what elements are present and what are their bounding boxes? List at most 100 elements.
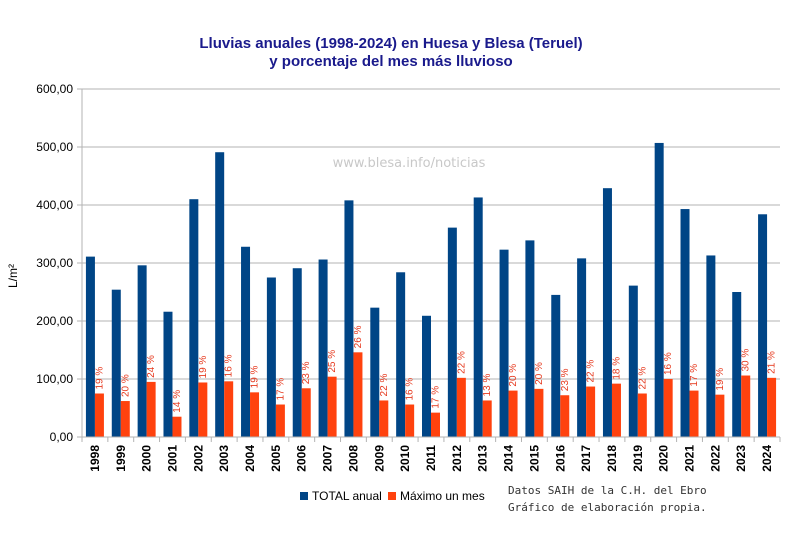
legend-swatch-total (300, 492, 308, 500)
bar-max-2018 (611, 383, 621, 437)
x-tick-label-2022: 2022 (708, 445, 722, 472)
bar-max-2006 (301, 388, 311, 437)
bar-total-2008 (344, 200, 354, 437)
bar-max-2010 (405, 404, 415, 437)
bar-total-2009 (370, 307, 380, 437)
y-tick-label: 200,00 (36, 314, 73, 328)
x-tick-label-2007: 2007 (321, 445, 335, 472)
y-tick-label: 100,00 (36, 372, 73, 386)
x-tick-label-2009: 2009 (372, 445, 386, 472)
y-tick-label: 0,00 (50, 430, 74, 444)
data-label-2004: 19 % (250, 365, 261, 388)
bar-max-2022 (715, 394, 725, 437)
data-label-2003: 16 % (224, 354, 235, 377)
x-tick-label-2003: 2003 (217, 445, 231, 472)
data-label-2007: 25 % (327, 350, 338, 373)
data-label-2006: 23 % (301, 361, 312, 384)
chart-title: Lluvias anuales (1998-2024) en Huesa y B… (199, 35, 582, 52)
bar-total-1998 (85, 256, 95, 437)
y-tick-labels: 0,00 100,00 200,00 300,00 400,00 500,00 600,00 (36, 82, 73, 444)
x-tick-label-2020: 2020 (657, 445, 671, 472)
legend-label-max: Máximo un mes (400, 489, 485, 503)
bar-max-2005 (275, 404, 285, 437)
x-tick-label-2001: 2001 (165, 445, 179, 472)
bar-total-2014 (499, 249, 509, 437)
bar-max-2017 (586, 386, 596, 437)
data-label-2024: 21 % (767, 351, 778, 374)
bar-total-2006 (292, 268, 302, 437)
bar-total-2024 (758, 214, 768, 437)
x-tick-label-2015: 2015 (527, 445, 541, 472)
x-tick-label-1999: 1999 (114, 445, 128, 472)
y-tick-label: 600,00 (36, 82, 73, 96)
data-label-2017: 22 % (586, 360, 597, 383)
data-label-2019: 22 % (637, 367, 648, 390)
x-tick-label-2013: 2013 (476, 445, 490, 472)
legend: TOTAL anual Máximo un mes (300, 489, 485, 503)
bar-total-2019 (628, 285, 638, 437)
bar-max-2008 (353, 352, 363, 437)
bar-max-2013 (482, 400, 492, 437)
data-label-2014: 20 % (508, 364, 519, 387)
bar-max-2020 (663, 379, 673, 437)
bar-max-2015 (534, 388, 544, 437)
data-label-2021: 17 % (689, 364, 700, 387)
x-tick-label-2006: 2006 (295, 445, 309, 472)
bar-max-2003 (224, 381, 234, 437)
y-tick-label: 300,00 (36, 256, 73, 270)
data-label-2013: 13 % (482, 374, 493, 397)
x-tick-label-2024: 2024 (760, 445, 774, 472)
bar-total-2022 (706, 255, 716, 437)
bar-max-1999 (120, 401, 130, 437)
bar-total-2012 (447, 227, 457, 437)
x-tick-label-2018: 2018 (605, 445, 619, 472)
bar-max-2004 (250, 392, 260, 437)
bar-max-2019 (637, 393, 647, 437)
data-label-2000: 24 % (146, 355, 157, 378)
legend-swatch-max (388, 492, 396, 500)
bar-max-2023 (741, 375, 751, 437)
x-tick-label-2017: 2017 (579, 445, 593, 472)
bar-max-2014 (508, 390, 518, 437)
bar-total-2020 (654, 142, 664, 437)
bar-total-2023 (732, 292, 742, 437)
data-label-2008: 26 % (353, 325, 364, 348)
x-tick-label-2008: 2008 (346, 445, 360, 472)
bar-max-2007 (327, 376, 337, 437)
bar-max-2011 (431, 412, 440, 437)
bar-max-2012 (456, 377, 466, 437)
bar-max-2016 (560, 395, 570, 437)
x-tick-label-2000: 2000 (140, 445, 154, 472)
x-tick-label-2016: 2016 (553, 445, 567, 472)
x-tick-label-2004: 2004 (243, 445, 257, 472)
x-tick-label-2014: 2014 (502, 445, 516, 472)
bar-total-2011 (422, 315, 431, 437)
bar-total-1999 (111, 289, 121, 437)
data-label-2002: 19 % (198, 356, 209, 379)
bar-max-2021 (689, 390, 699, 437)
bar-total-2000 (137, 265, 147, 437)
data-labels: 19 % 20 % 24 % 14 % 19 % 16 % 19 % 17 % 23 % 25 %… (94, 325, 777, 412)
bar-max-2001 (172, 416, 182, 437)
bar-max-2000 (146, 381, 156, 437)
data-label-2011: 17 % (431, 386, 442, 409)
data-label-2018: 18 % (611, 357, 622, 380)
data-label-2012: 22 % (456, 351, 467, 374)
bar-total-2013 (473, 197, 483, 437)
source-note-line2: Gráfico de elaboración propia. (508, 501, 707, 514)
bar-total-2015 (525, 240, 535, 437)
y-tick-label: 400,00 (36, 198, 73, 212)
data-label-1999: 20 % (120, 374, 131, 397)
legend-label-total: TOTAL anual (312, 489, 382, 503)
bar-max-2009 (379, 400, 389, 437)
bar-total-2004 (241, 246, 251, 437)
bar-total-2007 (318, 259, 328, 437)
data-label-2001: 14 % (172, 390, 183, 413)
x-tick-label-1998: 1998 (88, 445, 102, 472)
x-tick-label-2023: 2023 (734, 445, 748, 472)
bar-total-2003 (215, 152, 225, 437)
data-label-2015: 20 % (534, 362, 545, 385)
y-axis-label: L/m² (6, 264, 20, 288)
data-label-2016: 23 % (560, 368, 571, 391)
